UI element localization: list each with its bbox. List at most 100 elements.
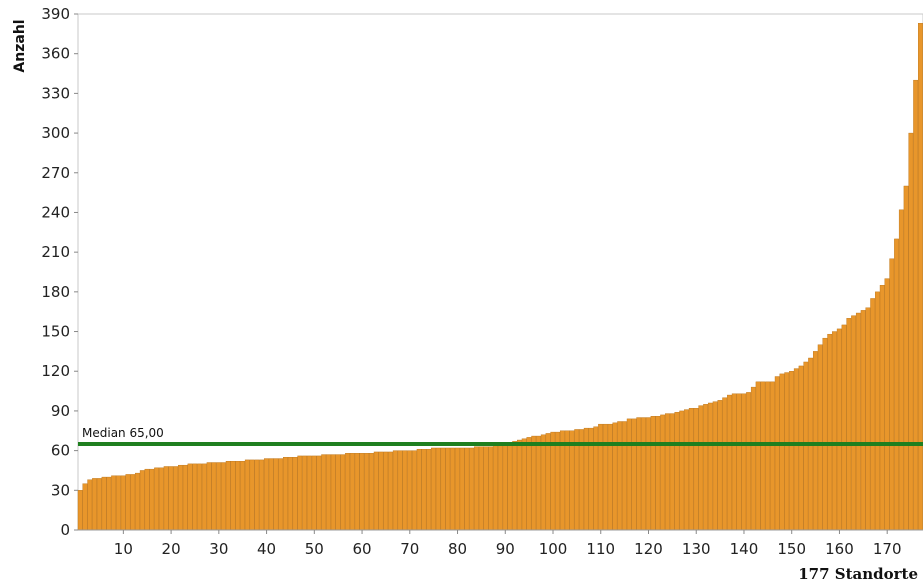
y-tick-label: 90 [51,402,70,420]
bar [373,451,379,531]
bar [550,431,556,531]
bar [760,381,766,531]
bar [302,455,308,531]
bar [354,453,360,531]
bar [278,458,284,531]
bar [703,404,709,531]
bar [392,450,398,531]
bar [292,457,298,531]
bar [249,459,255,531]
bar [283,457,288,531]
bar [111,475,117,531]
bar [106,476,112,531]
x-tick-label: 30 [209,540,228,558]
bar [182,464,188,531]
bar [827,333,833,531]
bar [92,478,97,531]
bar [244,459,250,531]
bar [793,368,799,531]
bar [483,446,489,531]
bar [631,418,637,531]
bar [454,447,460,531]
bar [469,447,475,531]
bar [287,457,293,531]
bar [149,468,155,531]
bar [779,373,785,531]
x-tick-label: 120 [634,540,663,558]
bar [259,459,265,531]
bar [273,458,279,531]
bar [731,393,737,531]
x-tick-label: 110 [586,540,615,558]
bar [908,132,914,531]
bar [875,291,880,531]
y-tick-label: 150 [41,323,70,341]
x-tick-label: 70 [400,540,419,558]
bar [870,298,876,531]
bar [225,461,231,531]
x-tick-label: 170 [873,540,902,558]
bar [641,417,646,531]
bar [884,278,890,531]
bar [230,461,236,531]
bar [832,331,837,531]
y-tick-label: 360 [41,45,70,63]
bar [512,441,518,531]
bar [622,421,627,531]
bar [750,386,756,531]
y-tick-label: 330 [41,84,70,102]
bar [851,315,857,531]
bar [268,458,274,531]
bar [712,401,718,531]
bar [913,79,919,531]
bar [306,455,312,531]
bar [349,453,355,531]
bar [263,458,269,531]
bar [135,472,140,531]
bar [125,474,131,531]
bar [879,285,885,531]
bar [526,437,532,531]
bar [488,446,494,531]
bar [898,209,904,531]
bar [221,462,226,531]
x-axis-title: 177 Standorte [798,565,918,583]
bar [688,408,694,531]
bar [154,467,160,531]
bar [187,463,193,531]
y-tick-label: 240 [41,203,70,221]
y-tick-label: 270 [41,164,70,182]
bar [87,479,93,531]
bar [450,447,455,531]
x-tick-label: 40 [257,540,276,558]
bar [364,453,370,531]
bar [431,447,436,531]
bar [197,463,202,531]
bar [617,421,623,531]
y-tick-label: 300 [41,124,70,142]
x-tick-label: 100 [539,540,568,558]
bar [426,449,432,531]
y-tick-label: 0 [60,521,70,539]
bar [894,238,899,531]
bar [817,344,823,531]
bar [698,405,704,531]
bar [684,409,689,531]
bars-group [77,23,923,531]
bar [130,474,136,531]
bar [765,381,771,531]
bar [717,400,723,531]
bar [507,442,513,531]
bar [679,410,685,531]
bar [335,454,341,531]
bar [665,413,670,531]
bar [345,453,350,531]
bar [774,376,780,531]
median-group: Median 65,00 [78,426,923,446]
bar [330,454,336,531]
bar [918,23,923,531]
bar [860,310,866,531]
bar [216,462,222,531]
bar [889,258,895,531]
bar [607,423,613,531]
